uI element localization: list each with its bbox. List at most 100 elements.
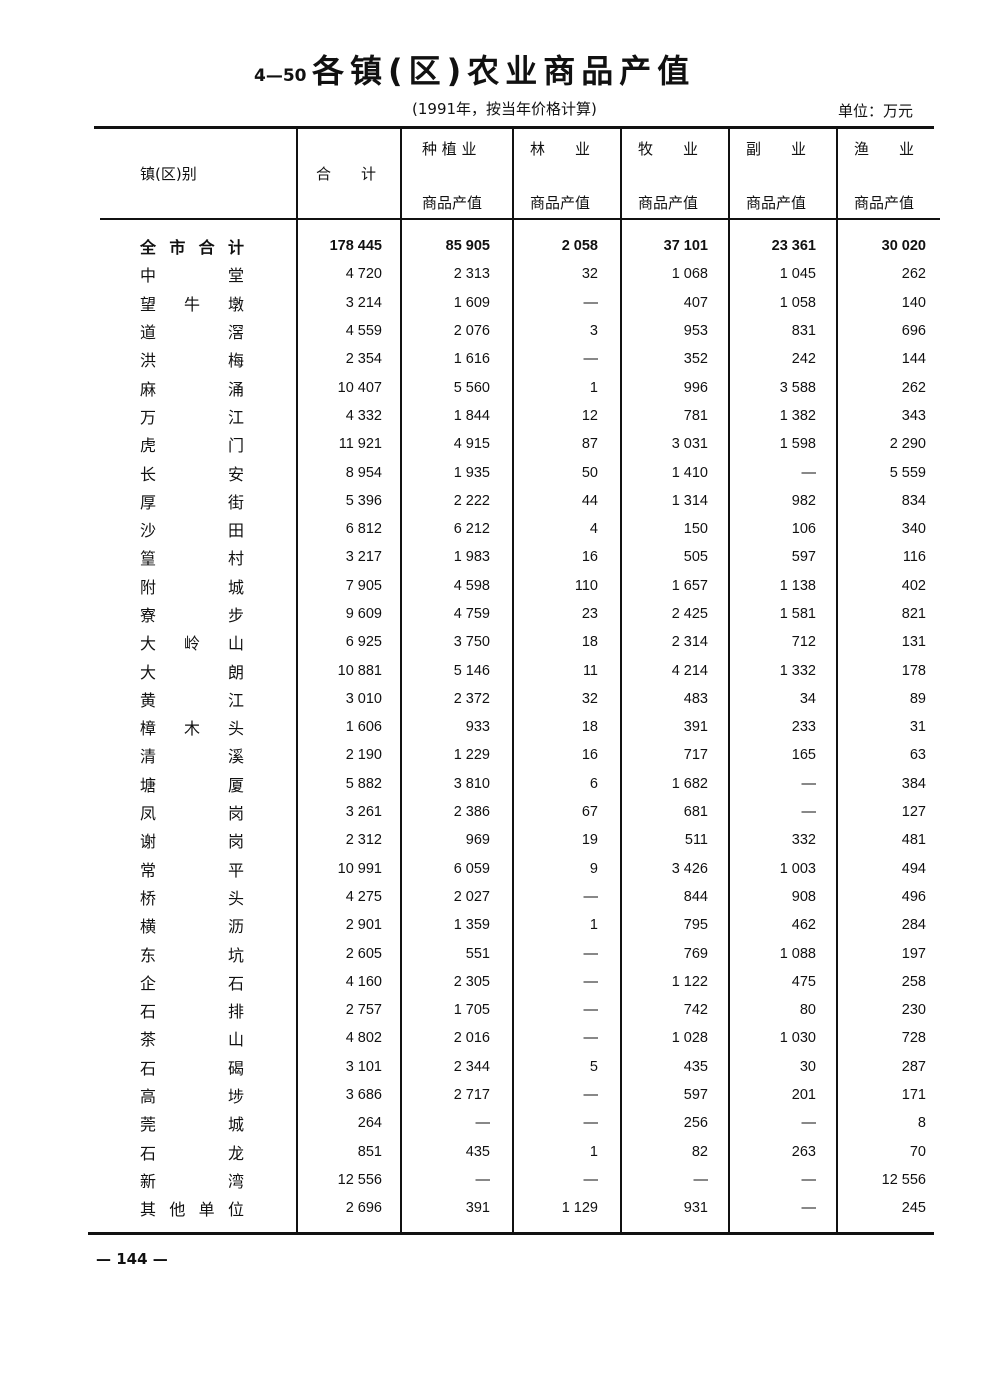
value-cell: 131 [901, 634, 926, 651]
value-cell: 3 010 [345, 690, 382, 707]
region-name: 洪梅 [140, 351, 244, 371]
value-cell: 165 [791, 747, 816, 764]
value-cell: 2 372 [453, 690, 490, 707]
value-cell: 435 [465, 1143, 490, 1160]
value-cell: 12 556 [337, 1171, 382, 1188]
value-cell: 264 [357, 1115, 382, 1132]
header-fishery: 渔 业 [854, 140, 915, 158]
value-cell: 230 [901, 1002, 926, 1019]
value-cell: 9 609 [345, 606, 382, 622]
column-divider [400, 128, 402, 1232]
value-cell: 982 [791, 492, 816, 509]
value-cell: 2 901 [345, 917, 382, 934]
value-cell: 391 [465, 1200, 490, 1217]
value-cell: 831 [791, 323, 816, 340]
value-cell: 343 [901, 407, 926, 424]
value-cell: 1 606 [345, 719, 382, 736]
value-cell: 1 028 [671, 1030, 708, 1047]
unit-label: 单位：万元 [838, 102, 914, 120]
region-name: 东坑 [140, 945, 244, 965]
value-cell: 150 [683, 521, 708, 538]
value-cell: 6 812 [345, 521, 382, 538]
page-number: — 144 — [96, 1250, 168, 1268]
value-cell: 18 [581, 719, 598, 736]
value-cell: 462 [791, 917, 816, 934]
value-cell: 32 [581, 690, 598, 707]
value-cell: 16 [581, 747, 598, 764]
header-sideline-sub: 商品产值 [746, 194, 807, 212]
header-forestry: 林 业 [530, 140, 591, 158]
value-cell: 996 [683, 379, 708, 396]
value-cell: 1 682 [671, 775, 708, 792]
value-cell: 1 598 [779, 436, 816, 453]
value-cell: 2 222 [453, 492, 490, 509]
value-cell: 781 [683, 407, 708, 424]
region-name: 石龙 [140, 1143, 244, 1163]
value-cell: 37 101 [663, 238, 708, 255]
value-cell: 931 [683, 1200, 708, 1217]
value-cell: 851 [357, 1143, 382, 1160]
table-row: 道滘 4 559 2 076 3 953 831 696 [100, 317, 940, 345]
value-cell: 5 882 [345, 775, 382, 792]
table-row: 茶山 4 802 2 016 — 1 028 1 030 728 [100, 1024, 940, 1052]
value-cell: 1 705 [453, 1002, 490, 1019]
region-name: 虎门 [140, 436, 244, 456]
value-cell: — [583, 945, 599, 962]
value-cell: 3 [589, 323, 598, 340]
region-name: 横沥 [140, 917, 244, 937]
value-cell: — [801, 464, 817, 481]
value-cell: 3 686 [345, 1087, 382, 1104]
value-cell: 597 [791, 549, 816, 566]
table-row: 黄江 3 010 2 372 32 483 34 89 [100, 685, 940, 713]
value-cell: 742 [683, 1002, 708, 1019]
region-name: 莞城 [140, 1115, 244, 1135]
value-cell: 407 [683, 294, 708, 311]
value-cell: 1 088 [779, 945, 816, 962]
value-cell: 2 190 [345, 747, 382, 764]
value-cell: 7 905 [345, 577, 382, 594]
header-fishery-sub: 商品产值 [854, 194, 915, 212]
value-cell: 144 [901, 351, 926, 368]
value-cell: 5 146 [453, 662, 490, 679]
value-cell: 475 [791, 973, 816, 990]
header-total: 合 计 [316, 165, 377, 183]
value-cell: — [801, 775, 817, 792]
region-name: 寮步 [140, 606, 244, 625]
region-name: 石排 [140, 1002, 244, 1022]
value-cell: — [475, 1115, 491, 1132]
value-cell: 494 [901, 860, 926, 877]
value-cell: — [583, 294, 599, 311]
column-divider [836, 128, 838, 1232]
value-cell: 32 [581, 266, 598, 283]
value-cell: 2 313 [453, 266, 490, 283]
table-row: 新湾 12 556 — — — — 12 556 [100, 1166, 940, 1194]
value-cell: 44 [581, 492, 598, 509]
region-name: 凤岗 [140, 804, 244, 824]
value-cell: 1 314 [671, 492, 708, 509]
table-row: 虎门 11 921 4 915 87 3 031 1 598 2 290 [100, 430, 940, 458]
value-cell: 50 [581, 464, 598, 481]
value-cell: 551 [465, 945, 490, 962]
value-cell: 262 [901, 266, 926, 283]
value-cell: 2 016 [453, 1030, 490, 1047]
value-cell: 67 [581, 804, 598, 821]
table-row: 中堂 4 720 2 313 32 1 068 1 045 262 [100, 260, 940, 288]
value-cell: 712 [791, 634, 816, 651]
value-cell: 681 [683, 804, 708, 821]
value-cell: — [801, 804, 817, 821]
region-name: 塘厦 [140, 775, 244, 795]
value-cell: 85 905 [445, 238, 490, 255]
value-cell: 4 275 [345, 888, 382, 905]
value-cell: 795 [683, 917, 708, 934]
header-livestock-sub: 商品产值 [638, 194, 699, 212]
region-name: 桥头 [140, 888, 244, 908]
region-name: 高埗 [140, 1087, 244, 1107]
region-name: 长安 [140, 464, 244, 484]
table-row: 企石 4 160 2 305 — 1 122 475 258 [100, 968, 940, 996]
value-cell: 2 386 [453, 804, 490, 821]
value-cell: 3 426 [671, 860, 708, 877]
table-row: 沙田 6 812 6 212 4 150 106 340 [100, 515, 940, 543]
value-cell: 3 588 [779, 379, 816, 396]
header-planting: 种 植 业 [422, 140, 477, 158]
region-name: 谢岗 [140, 832, 244, 852]
